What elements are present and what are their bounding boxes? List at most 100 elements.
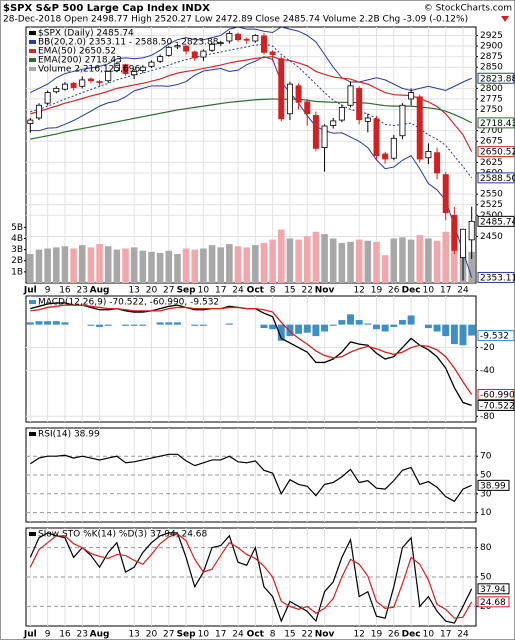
value-box (477, 330, 515, 342)
x-tick-label: 19 (371, 286, 383, 296)
x-tick-label: 22 (302, 286, 313, 296)
histogram-bar (277, 324, 285, 341)
volume-tick-label: 5B (11, 223, 23, 233)
y-tick-label: 50 (480, 573, 492, 583)
x-tick-label: 23 (77, 286, 88, 296)
volume-bar (399, 237, 406, 283)
panel-title: RSI(14) 38.99 (38, 430, 100, 440)
candle-body (53, 87, 60, 93)
value-label: 37.94 (480, 585, 506, 595)
y-tick-label: 2800 (480, 84, 503, 94)
histogram-bar (295, 324, 303, 334)
chart-title: $SPX S&P 500 Large Cap Index INDX (3, 3, 210, 14)
value-label: -70.522 (480, 401, 515, 411)
y-tick-label: 30 (480, 489, 492, 499)
candle-body (131, 71, 138, 76)
candle-body (442, 174, 449, 214)
y-tick-label: 10 (480, 508, 492, 518)
value-label: -9.532 (480, 332, 509, 342)
histogram-bar (52, 321, 60, 325)
histogram-bar (321, 324, 329, 332)
volume-bar (252, 245, 259, 283)
x-tick-label: 17 (215, 630, 226, 640)
candle-body (295, 85, 302, 103)
x-tick-label: 24 (232, 286, 244, 296)
volume-bar (226, 244, 233, 283)
volume-bar (303, 236, 311, 283)
x-tick-label: 24 (232, 630, 244, 640)
candle-body (390, 137, 397, 159)
value-box (477, 271, 515, 283)
histogram-bar (312, 324, 320, 337)
value-box (477, 172, 515, 184)
volume-bar (208, 245, 216, 283)
histogram-bar (398, 320, 406, 325)
candle-body (260, 35, 267, 53)
candle-body (304, 101, 311, 115)
x-tick-label: 20 (146, 630, 158, 640)
histogram-bar (468, 324, 476, 336)
legend-label: EMA(200) 2718.43 (38, 56, 122, 66)
y-tick-label: 2550 (480, 190, 503, 200)
histogram-bar (364, 323, 372, 325)
volume-bar (35, 249, 43, 283)
histogram-bar (96, 324, 104, 327)
y-tick-label: 80 (480, 543, 492, 553)
x-tick-label: 26 (388, 630, 400, 640)
candle-body (338, 106, 345, 121)
value-box (477, 479, 510, 491)
histogram-bar (433, 324, 441, 332)
x-tick-label: 13 (128, 286, 139, 296)
subtitle: 28-Dec-2018 Open 2498.77 High 2520.27 Lo… (3, 15, 468, 25)
candle-body (382, 153, 389, 160)
value-box (477, 583, 510, 595)
volume-bar (96, 244, 103, 283)
volume-bar (87, 247, 95, 283)
candle-body (61, 83, 68, 90)
volume-bar (130, 247, 138, 283)
candle-body (87, 78, 94, 82)
x-tick-label: 24 (457, 286, 469, 296)
y-tick-label: 2700 (480, 126, 503, 136)
legend-swatch (29, 300, 36, 304)
volume-bar (468, 251, 475, 283)
x-tick-label: 16 (59, 286, 71, 296)
legend-swatch (29, 40, 36, 44)
volume-bar (355, 239, 363, 283)
candle-body (113, 63, 120, 71)
histogram-bar (373, 324, 380, 330)
volume-bar (165, 250, 173, 283)
candle-body (44, 92, 51, 104)
candle-body (278, 58, 285, 120)
x-tick-label: 16 (59, 630, 71, 640)
x-tick-label: Oct (247, 630, 265, 640)
histogram-bar (424, 324, 432, 329)
volume-tick-label: 2B (11, 256, 23, 266)
volume-tick-label: 1B (11, 267, 23, 277)
x-tick-label: 22 (302, 630, 313, 640)
candle-body (460, 228, 467, 259)
x-tick-label: Dec (402, 630, 421, 640)
y-tick-label: 2750 (480, 105, 503, 115)
histogram-bar (303, 324, 311, 333)
volume-bar (338, 242, 346, 283)
histogram-bar (347, 314, 354, 325)
x-tick-label: 24 (457, 630, 469, 640)
volume-tick-label: 3B (11, 245, 23, 255)
legend-label: EMA(50) 2650.52 (38, 47, 116, 57)
value-label: 2823.88 (480, 74, 515, 84)
indicator-line (30, 453, 472, 503)
histogram-bar (130, 324, 138, 326)
histogram-bar (442, 324, 450, 337)
histogram-bar (26, 322, 34, 325)
x-tick-label: Dec (402, 286, 421, 296)
histogram-bar (225, 323, 233, 325)
volume-bar (104, 246, 112, 283)
x-tick-label: 8 (270, 630, 276, 640)
candle-body (373, 118, 380, 157)
histogram-bar (199, 324, 207, 326)
volume-bar (200, 248, 207, 283)
value-label: 2588.50 (480, 174, 515, 184)
candle-body (252, 35, 259, 42)
